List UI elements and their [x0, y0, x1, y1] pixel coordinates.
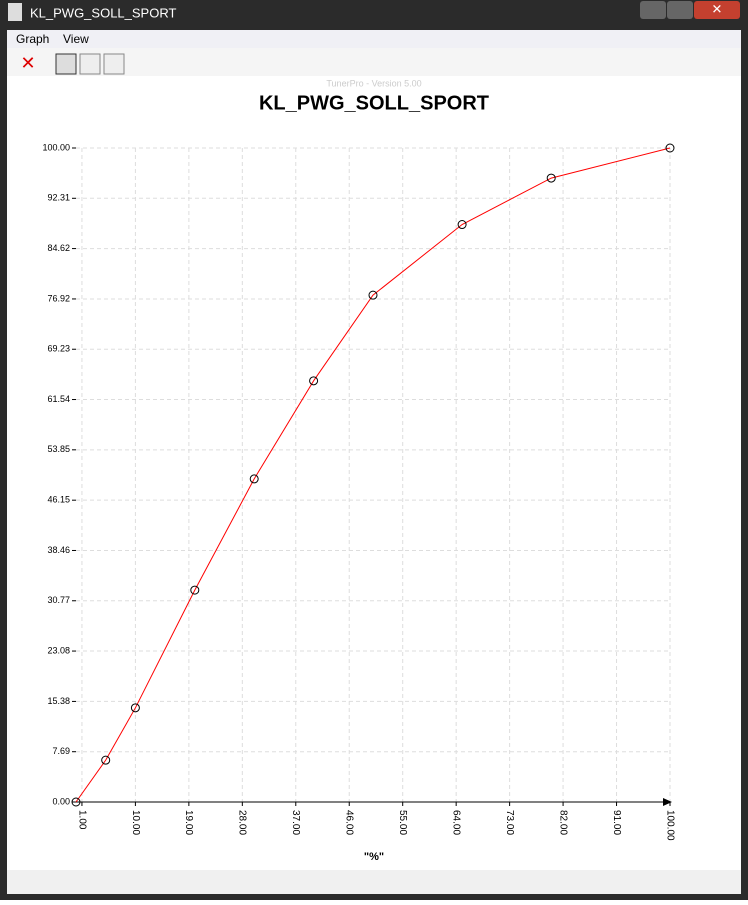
menu-bar: [7, 30, 741, 48]
y-tick-label: 92.31: [47, 193, 70, 203]
maximize-button[interactable]: [667, 1, 693, 19]
close-button[interactable]: [694, 1, 740, 19]
x-tick-label: 46.00: [344, 810, 355, 835]
y-tick-label: 46.15: [47, 495, 70, 505]
chart-title: KL_PWG_SOLL_SPORT: [259, 92, 489, 114]
y-tick-label: 0.00: [52, 796, 70, 806]
app-icon: [8, 3, 22, 21]
toolbar: [7, 48, 741, 76]
window-title: KL_PWG_SOLL_SPORT: [30, 5, 176, 20]
menu-item[interactable]: Graph: [16, 32, 49, 46]
x-axis-label: "%": [364, 851, 384, 863]
data-point: [546, 173, 556, 183]
data-point: [101, 755, 111, 765]
y-tick-label: 30.77: [47, 595, 70, 605]
tool-button[interactable]: [79, 53, 101, 75]
tool-button[interactable]: [55, 53, 77, 75]
y-tick-label: 15.38: [47, 696, 70, 706]
data-point: [309, 376, 319, 386]
data-point: [249, 474, 259, 484]
chart-area: [7, 76, 741, 870]
x-tick-label: 91.00: [611, 810, 622, 835]
y-tick-label: 38.46: [47, 545, 70, 555]
minimize-button[interactable]: [640, 1, 666, 19]
y-tick-label: 53.85: [47, 444, 70, 454]
tool-button[interactable]: [103, 53, 125, 75]
y-tick-label: 61.54: [47, 394, 70, 404]
y-tick-label: 76.92: [47, 293, 70, 303]
close-graph-button[interactable]: ✕: [20, 53, 35, 73]
data-point: [665, 143, 675, 153]
data-point: [130, 703, 140, 713]
axis-arrow: [663, 798, 672, 806]
close-icon: ✕: [712, 1, 723, 16]
status-bar: [7, 870, 741, 894]
y-tick-label: 84.62: [47, 243, 70, 253]
x-tick-label: 73.00: [504, 810, 515, 835]
y-tick-label: 7.69: [52, 746, 70, 756]
x-tick-label: 1.00: [76, 810, 87, 830]
data-point: [71, 797, 81, 807]
x-tick-label: 64.00: [451, 810, 462, 835]
x-tick-label: 37.00: [290, 810, 301, 835]
x-tick-label: 28.00: [237, 810, 248, 835]
x-tick-label: 82.00: [557, 810, 568, 835]
y-tick-label: 23.08: [47, 645, 70, 655]
data-point: [190, 585, 200, 595]
series-line: [75, 147, 671, 803]
data-point: [457, 220, 467, 230]
x-tick-label: 55.00: [397, 810, 408, 835]
chart-subtitle: TunerPro - Version 5.00: [326, 78, 421, 88]
y-tick-label: 100.00: [42, 142, 70, 152]
data-point: [368, 290, 378, 300]
y-tick-label: 69.23: [47, 344, 70, 354]
x-tick-label: 10.00: [130, 810, 141, 835]
menu-item[interactable]: View: [63, 32, 89, 46]
x-tick-label: 100.00: [664, 810, 675, 841]
x-tick-label: 19.00: [183, 810, 194, 835]
